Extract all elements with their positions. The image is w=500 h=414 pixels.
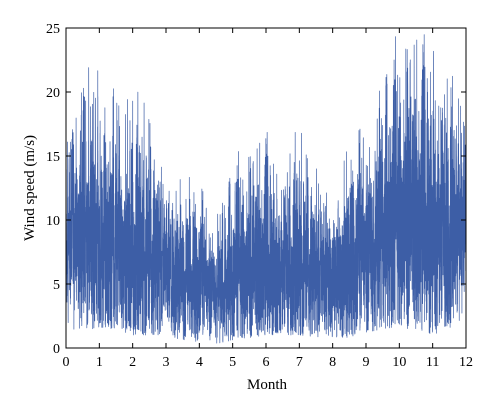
x-tick-label: 5 bbox=[229, 355, 236, 370]
x-tick-label: 6 bbox=[263, 355, 270, 370]
series-layer bbox=[65, 34, 467, 344]
y-tick-label: 10 bbox=[46, 214, 60, 229]
y-tick-label: 0 bbox=[53, 342, 60, 357]
x-tick-label: 8 bbox=[329, 355, 336, 370]
x-tick-label: 9 bbox=[363, 355, 370, 370]
x-tick-label: 0 bbox=[63, 355, 70, 370]
x-tick-label: 4 bbox=[196, 355, 203, 370]
y-tick-label: 20 bbox=[46, 86, 60, 101]
x-tick-label: 10 bbox=[392, 355, 406, 370]
x-tick-label: 11 bbox=[426, 355, 439, 370]
x-axis-label: Month bbox=[247, 377, 288, 393]
y-axis-label: Wind speed (m/s) bbox=[22, 135, 38, 241]
wind-speed-series-line bbox=[65, 34, 467, 344]
x-tick-label: 12 bbox=[459, 355, 473, 370]
y-tick-label: 15 bbox=[46, 150, 60, 165]
y-tick-label: 5 bbox=[53, 278, 60, 293]
y-tick-label: 25 bbox=[46, 22, 60, 37]
x-tick-label: 7 bbox=[296, 355, 303, 370]
x-tick-label: 1 bbox=[96, 355, 103, 370]
x-tick-label: 2 bbox=[129, 355, 136, 370]
x-tick-label: 3 bbox=[163, 355, 170, 370]
